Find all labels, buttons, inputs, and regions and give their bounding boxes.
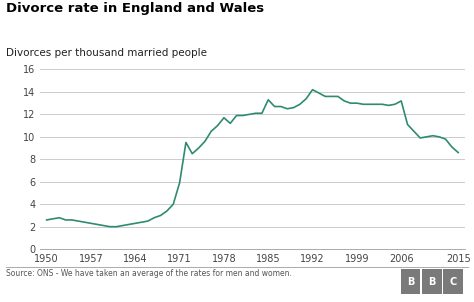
Text: Source: ONS - We have taken an average of the rates for men and women.: Source: ONS - We have taken an average o… (6, 269, 292, 278)
Text: C: C (449, 277, 457, 287)
Text: Divorce rate in England and Wales: Divorce rate in England and Wales (6, 2, 264, 14)
Text: B: B (428, 277, 436, 287)
Text: Divorces per thousand married people: Divorces per thousand married people (6, 48, 207, 58)
Text: B: B (407, 277, 414, 287)
